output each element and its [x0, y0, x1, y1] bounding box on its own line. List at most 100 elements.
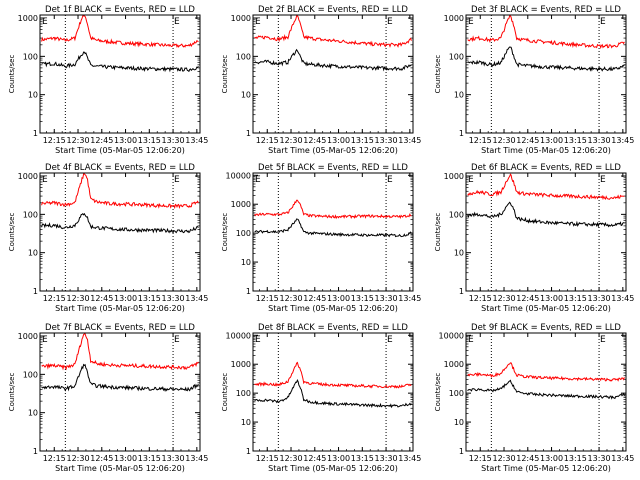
x-tick-label: 12:45 — [90, 136, 113, 145]
x-tick-label: 12:30 — [66, 136, 89, 145]
y-tick-label: 100 — [236, 229, 251, 238]
x-tick-label: 13:15 — [351, 454, 374, 463]
y-tick-label: 1000 — [444, 14, 464, 23]
chart-panel: Det 5f BLACK = Events, RED = LLD E E 1 10 100… — [221, 163, 421, 313]
series-line-events — [41, 363, 199, 393]
y-tick-label: 1000 — [444, 360, 464, 369]
x-tick-label: 13:00 — [327, 454, 350, 463]
series-line-events — [467, 379, 625, 400]
x-axis-label: Start Time (05-Mar-05 12:06:20) — [481, 146, 611, 155]
x-tick-label: 13:30 — [588, 136, 611, 145]
chart-title: Det 8f BLACK = Events, RED = LLD — [258, 323, 408, 333]
series-line-lld — [41, 15, 199, 48]
x-tick-label: 12:30 — [66, 454, 89, 463]
y-axis-label: Counts/sec — [434, 55, 442, 94]
x-tick-label: 13:15 — [138, 454, 161, 463]
y-tick-label: 10 — [28, 91, 38, 100]
x-axis-label: Start Time (05-Mar-05 12:06:20) — [481, 464, 611, 473]
x-tick-label: 13:30 — [375, 454, 398, 463]
y-tick-label: 1 — [459, 287, 464, 296]
chart-panel: Det 8f BLACK = Events, RED = LLD E E 1 10 100… — [221, 323, 421, 473]
y-tick-label: 1000 — [231, 200, 251, 209]
x-tick-label: 13:15 — [351, 136, 374, 145]
y-tick-label: 100 — [449, 389, 464, 398]
series-line-lld — [467, 173, 625, 201]
x-tick-label: 13:30 — [162, 294, 185, 303]
x-tick-label: 13:30 — [588, 454, 611, 463]
y-tick-label: 10 — [28, 409, 38, 418]
series-line-lld — [467, 15, 625, 50]
y-tick-label: 1000 — [231, 14, 251, 23]
plot-frame — [465, 332, 627, 452]
plot-frame — [39, 172, 201, 292]
chart-title: Det 1f BLACK = Events, RED = LLD — [45, 5, 195, 15]
chart-panel: Det 2f BLACK = Events, RED = LLD E E 1 10 100… — [221, 5, 421, 155]
plot-frame — [252, 332, 414, 452]
chart-title: Det 2f BLACK = Events, RED = LLD — [258, 5, 408, 15]
x-tick-label: 13:15 — [138, 136, 161, 145]
x-tick-label: 12:45 — [90, 294, 113, 303]
x-axis-label: Start Time (05-Mar-05 12:06:20) — [268, 304, 398, 313]
x-tick-label: 13:00 — [114, 136, 137, 145]
x-tick-label: 13:15 — [564, 136, 587, 145]
x-tick-label: 13:45 — [398, 454, 421, 463]
x-tick-label: 12:30 — [279, 294, 302, 303]
chart-title: Det 4f BLACK = Events, RED = LLD — [45, 163, 195, 173]
x-tick-label: 12:30 — [279, 454, 302, 463]
plot-frame — [39, 332, 201, 452]
y-tick-label: 1000 — [231, 360, 251, 369]
corner-mark: E — [174, 335, 180, 345]
y-tick-label: 100 — [236, 389, 251, 398]
series-line-lld — [467, 362, 625, 382]
x-tick-label: 12:30 — [66, 294, 89, 303]
series-line-events — [41, 51, 199, 73]
x-tick-label: 13:00 — [540, 454, 563, 463]
x-tick-label: 13:30 — [162, 136, 185, 145]
x-tick-label: 12:45 — [303, 136, 326, 145]
series-line-lld — [41, 333, 199, 371]
x-tick-label: 13:45 — [185, 294, 208, 303]
y-tick-label: 1 — [459, 129, 464, 138]
x-tick-label: 13:30 — [162, 454, 185, 463]
x-tick-label: 12:45 — [303, 294, 326, 303]
y-tick-label: 10 — [454, 249, 464, 258]
y-tick-label: 100 — [23, 370, 38, 379]
x-tick-label: 13:15 — [564, 454, 587, 463]
series-line-events — [254, 48, 412, 72]
plot-frame — [465, 172, 627, 292]
x-tick-label: 13:45 — [398, 136, 421, 145]
x-tick-label: 12:45 — [90, 454, 113, 463]
y-axis-label: Counts/sec — [221, 55, 229, 94]
y-tick-label: 100 — [449, 210, 464, 219]
y-tick-label: 10 — [454, 91, 464, 100]
x-tick-label: 12:15 — [256, 136, 279, 145]
y-axis-label: Counts/sec — [221, 213, 229, 252]
y-tick-label: 100 — [236, 52, 251, 61]
y-tick-label: 1 — [246, 287, 251, 296]
series-line-events — [467, 46, 625, 72]
chart-panel: Det 1f BLACK = Events, RED = LLD E E 1 10 100… — [8, 5, 208, 155]
corner-mark: E — [42, 17, 48, 27]
y-axis-label: Counts/sec — [434, 373, 442, 412]
x-tick-label: 13:00 — [540, 294, 563, 303]
y-tick-label: 1000 — [18, 14, 38, 23]
y-tick-label: 10 — [241, 258, 251, 267]
chart-title: Det 6f BLACK = Events, RED = LLD — [471, 163, 621, 173]
corner-mark: E — [255, 17, 261, 27]
plot-frame — [465, 14, 627, 134]
corner-mark: E — [174, 17, 180, 27]
y-tick-label: 1 — [33, 287, 38, 296]
plot-frame — [39, 14, 201, 134]
y-tick-label: 1 — [33, 129, 38, 138]
x-tick-label: 13:45 — [185, 136, 208, 145]
series-line-lld — [41, 173, 199, 210]
y-tick-label: 1 — [459, 447, 464, 456]
x-tick-label: 12:15 — [43, 454, 66, 463]
x-axis-label: Start Time (05-Mar-05 12:06:20) — [268, 146, 398, 155]
corner-mark: E — [255, 175, 261, 185]
x-tick-label: 13:30 — [375, 136, 398, 145]
chart-panel: Det 4f BLACK = Events, RED = LLD E E 1 10 100… — [8, 163, 208, 313]
x-tick-label: 13:15 — [351, 294, 374, 303]
corner-mark: E — [42, 175, 48, 185]
x-tick-label: 12:30 — [279, 136, 302, 145]
